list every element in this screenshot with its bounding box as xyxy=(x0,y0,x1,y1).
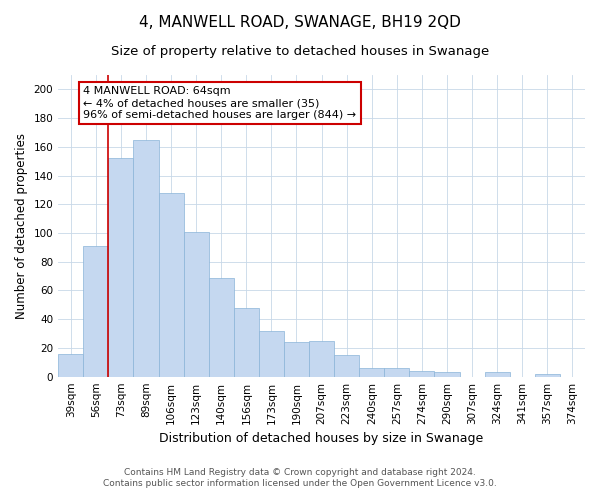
Bar xyxy=(359,368,385,376)
Bar xyxy=(58,354,83,376)
Bar xyxy=(209,278,234,376)
Bar xyxy=(334,355,359,376)
Bar xyxy=(409,371,434,376)
Bar xyxy=(434,372,460,376)
Text: 4, MANWELL ROAD, SWANAGE, BH19 2QD: 4, MANWELL ROAD, SWANAGE, BH19 2QD xyxy=(139,15,461,30)
Bar xyxy=(133,140,158,376)
Text: 4 MANWELL ROAD: 64sqm
← 4% of detached houses are smaller (35)
96% of semi-detac: 4 MANWELL ROAD: 64sqm ← 4% of detached h… xyxy=(83,86,356,120)
Bar xyxy=(109,158,133,376)
X-axis label: Distribution of detached houses by size in Swanage: Distribution of detached houses by size … xyxy=(160,432,484,445)
Bar xyxy=(158,193,184,376)
Bar xyxy=(234,308,259,376)
Bar xyxy=(385,368,409,376)
Bar xyxy=(309,341,334,376)
Text: Contains HM Land Registry data © Crown copyright and database right 2024.
Contai: Contains HM Land Registry data © Crown c… xyxy=(103,468,497,487)
Bar xyxy=(284,342,309,376)
Bar xyxy=(184,232,209,376)
Text: Size of property relative to detached houses in Swanage: Size of property relative to detached ho… xyxy=(111,45,489,58)
Bar xyxy=(83,246,109,376)
Y-axis label: Number of detached properties: Number of detached properties xyxy=(15,133,28,319)
Bar xyxy=(485,372,510,376)
Bar xyxy=(535,374,560,376)
Bar xyxy=(259,330,284,376)
